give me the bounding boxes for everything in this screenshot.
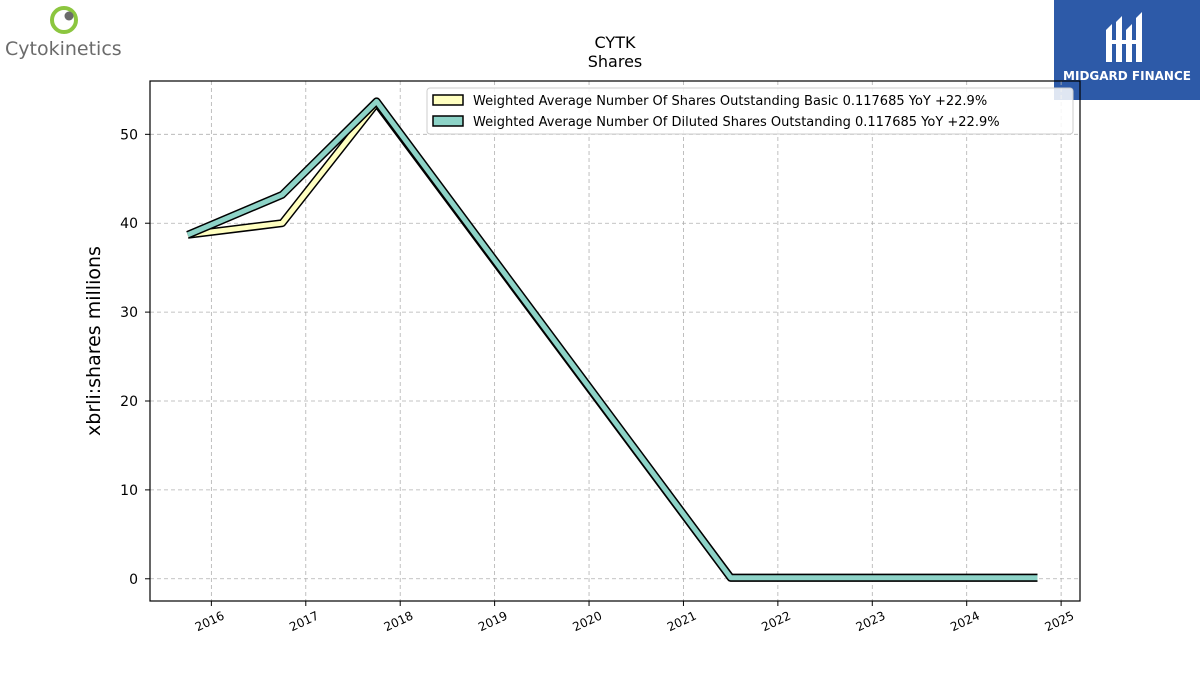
y-tick-label: 20: [120, 394, 138, 410]
grid-layer: [150, 81, 1080, 601]
plot-frame: [149, 80, 1081, 602]
x-tick-label: 2017: [287, 609, 321, 635]
series-line-1: [186, 98, 1038, 581]
midgard-finance-logo-text: MIDGARD FINANCE: [1063, 69, 1191, 83]
x-tick-label: 2018: [382, 609, 416, 635]
midgard-finance-logo-icon: [1106, 12, 1142, 62]
y-tick-label: 50: [120, 127, 138, 143]
series-layer: [186, 97, 1038, 582]
midgard-finance-logo: MIDGARD FINANCE: [1054, 0, 1200, 100]
series-line-0: [187, 100, 1038, 581]
x-tick-label: 2021: [665, 609, 699, 635]
series-outline-0: [187, 99, 1038, 582]
x-tick-label: 2016: [193, 609, 227, 635]
x-tick-label: 2019: [476, 609, 510, 635]
y-axis-label: xbrli:shares millions: [83, 246, 105, 436]
cytokinetics-logo-text: Cytokinetics: [5, 38, 122, 60]
y-tick-label: 40: [120, 216, 138, 232]
legend: Weighted Average Number Of Shares Outsta…: [426, 87, 1074, 135]
legend-label-1: Weighted Average Number Of Diluted Share…: [473, 115, 1000, 130]
y-tick-label: 30: [120, 305, 138, 321]
x-tick-label: 2024: [948, 609, 982, 635]
legend-swatch-1: [432, 115, 464, 127]
cytokinetics-logo-icon: [50, 6, 78, 34]
series-outline-1: [186, 97, 1038, 582]
y-tick-label: 0: [129, 572, 138, 588]
chart-subtitle: Shares: [588, 52, 643, 71]
chart-title: CYTK: [595, 33, 636, 52]
cytokinetics-logo: Cytokinetics: [4, 4, 128, 60]
x-tick-label: 2023: [854, 609, 888, 635]
x-tick-label: 2025: [1043, 609, 1077, 635]
x-tick-label: 2020: [571, 609, 605, 635]
y-tick-label: 10: [120, 483, 138, 499]
legend-box: [426, 87, 1074, 135]
legend-swatch-0: [432, 94, 464, 106]
legend-label-0: Weighted Average Number Of Shares Outsta…: [473, 94, 987, 109]
x-tick-label: 2022: [759, 609, 793, 635]
